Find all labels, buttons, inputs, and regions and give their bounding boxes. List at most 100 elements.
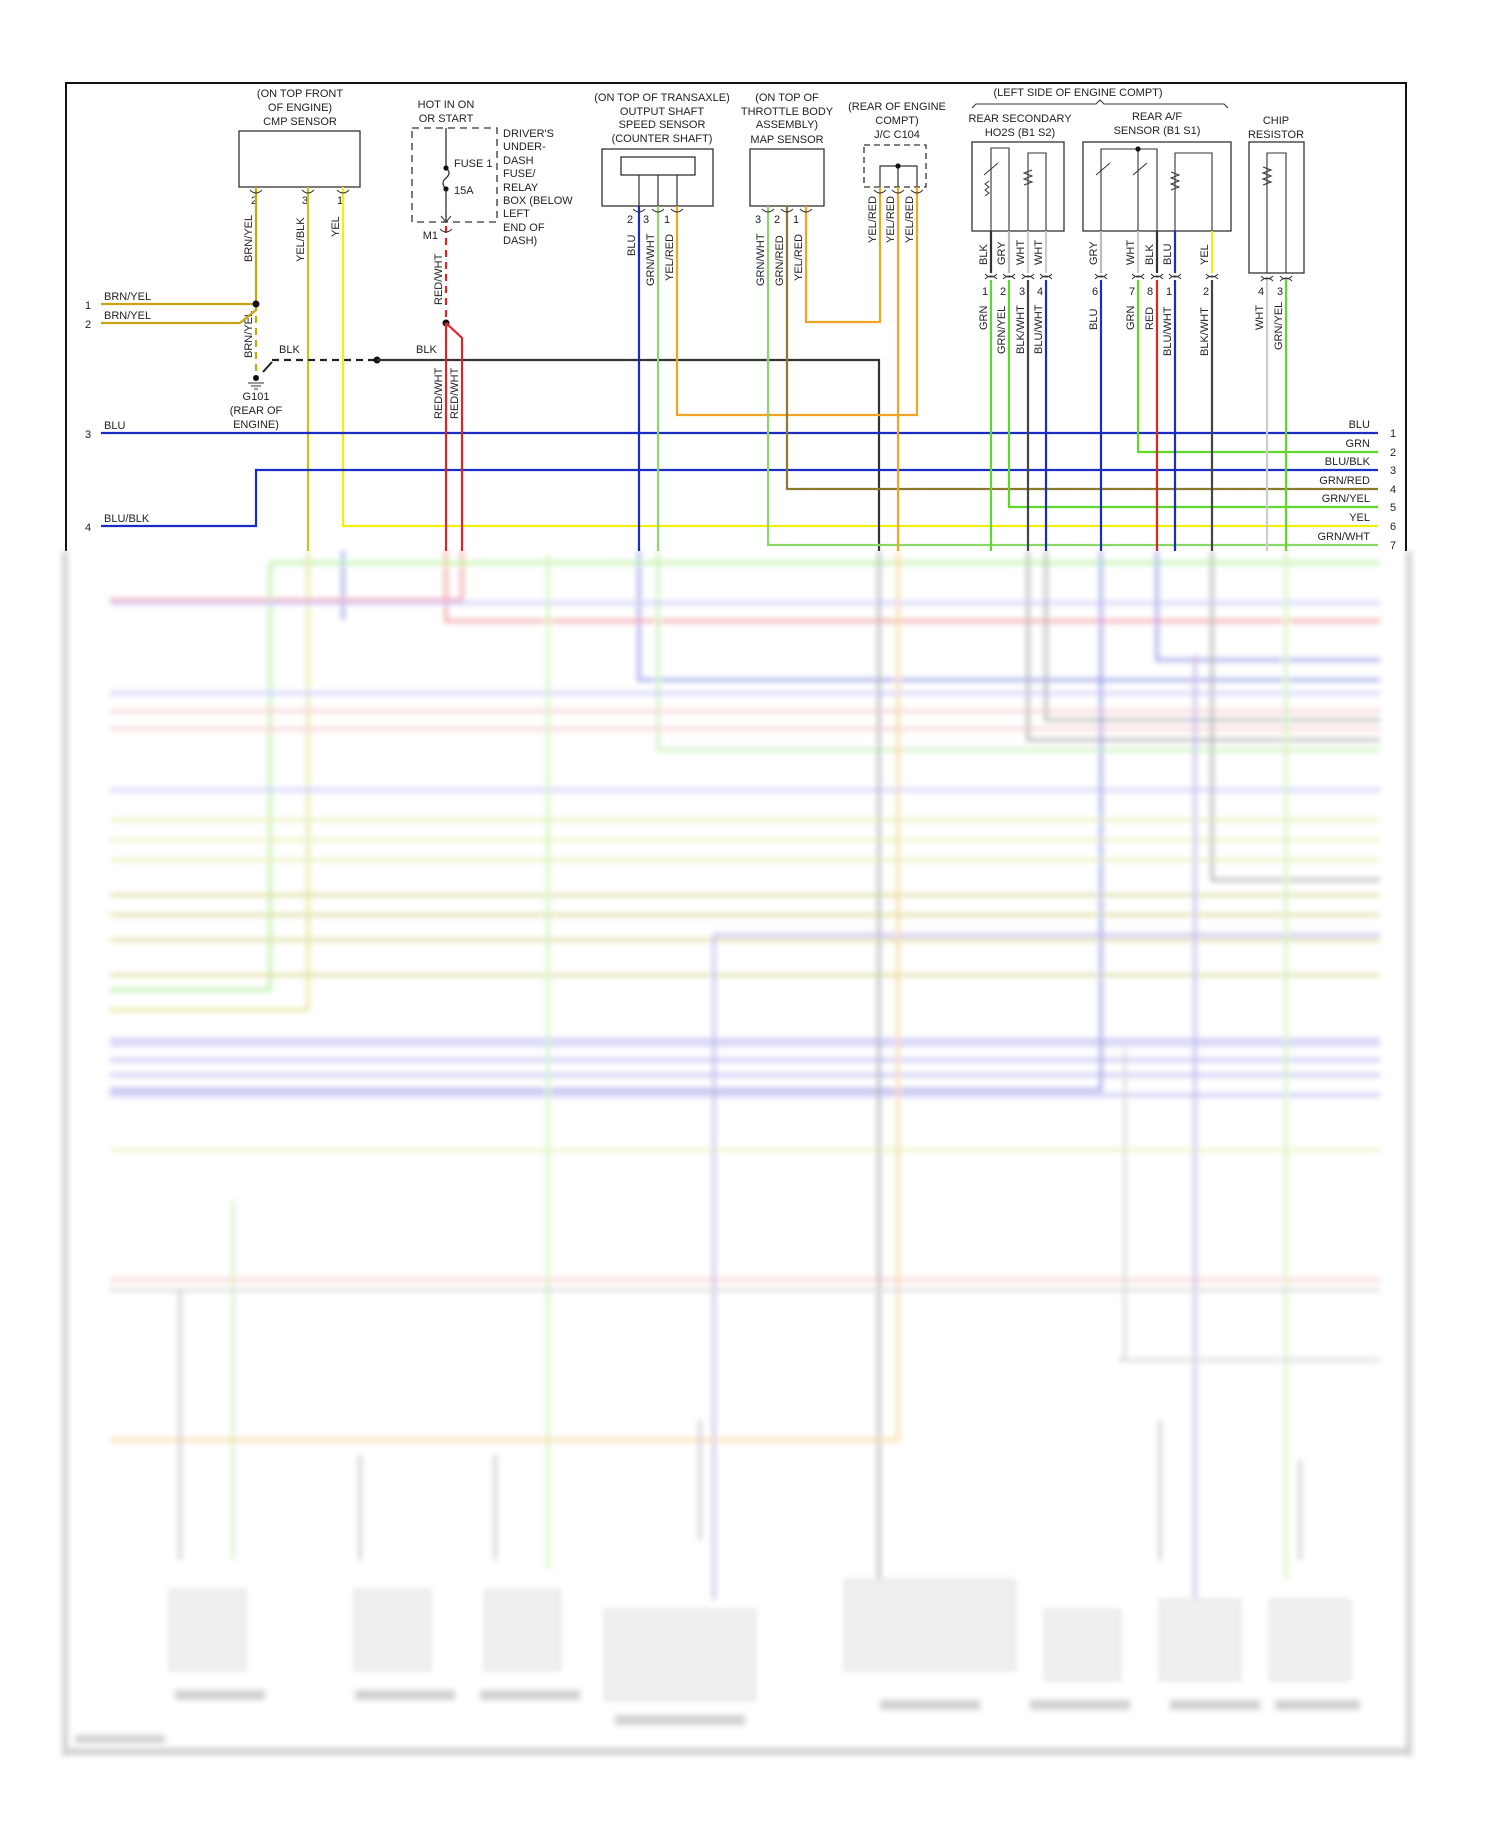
fuse-box-location: LEFT (503, 208, 530, 220)
pin-number: 2 (627, 214, 633, 226)
wire-label: GRN/WHT (645, 233, 657, 286)
fuse-rating: 15A (454, 185, 474, 197)
pin-number: 2 (1390, 447, 1396, 459)
output-shaft-speed-sensor: (ON TOP OF TRANSAXLE) OUTPUT SHAFT SPEED… (594, 92, 730, 286)
wire-label: BLU/BLK (1325, 456, 1371, 468)
wire-label: BLK (416, 344, 437, 356)
diagram-frame (65, 82, 1407, 551)
wire-label: YEL/RED (664, 234, 676, 281)
wire-label: WHT (1015, 240, 1027, 265)
wire-label: WHT (1254, 305, 1266, 330)
sensor-element-icon (983, 162, 1034, 197)
sensor-element-icon (1095, 162, 1181, 191)
ground-location: (REAR OF (230, 405, 283, 417)
pin-number: 7 (1129, 286, 1135, 298)
component-location: COMPT) (875, 115, 918, 127)
ground-name: G101 (243, 391, 270, 403)
wire-label: YEL/RED (867, 196, 879, 243)
right-connector: BLU 1 GRN 2 BLU/BLK 3 GRN/RED 4 GRN/YEL … (1317, 419, 1396, 552)
wire-label: WHT (1033, 240, 1045, 265)
wire-label: GRN (1125, 306, 1137, 331)
cmp-sensor-box (238, 130, 361, 188)
wire-label: BLU (104, 420, 125, 432)
cmp-sensor: (ON TOP FRONT OF ENGINE) CMP SENSOR 2 3 … (238, 88, 361, 262)
wire-label: BLU (1162, 244, 1174, 265)
hot-label-1: HOT IN ON (418, 99, 475, 111)
pin-number: 3 (643, 214, 649, 226)
wire-label: GRN/WHT (1317, 531, 1370, 543)
wire-label: GRN/WHT (755, 233, 767, 286)
rear-secondary-ho2s: REAR SECONDARY HO2S (B1 S2) 1 2 3 4 BLK … (968, 113, 1072, 354)
component-name: J/C C104 (874, 129, 920, 141)
pin-number: 3 (1019, 286, 1025, 298)
pin-number: 2 (1203, 286, 1209, 298)
wire-label: YEL/RED (885, 196, 897, 243)
wire-label: BLU/WHT (1162, 306, 1174, 356)
fuse-box-location: BOX (BELOW (503, 195, 573, 207)
component-name: REAR SECONDARY (968, 113, 1072, 125)
wire-label: BRN/YEL (104, 291, 151, 303)
component-name: MAP SENSOR (750, 134, 823, 146)
fuse-box: HOT IN ON OR START FUSE 1 15A DRIVER'S U… (411, 99, 573, 419)
component-name: HO2S (B1 S2) (985, 127, 1055, 139)
ground-g101: BRN/YEL G101 (REAR OF ENGINE) BLK BLK (230, 311, 438, 431)
cmp-pin: 1 (337, 195, 343, 207)
wire-label: BLU/WHT (1033, 304, 1045, 354)
pin-number: 4 (1258, 286, 1264, 298)
pin-number: 1 (85, 300, 91, 312)
fuse-label: FUSE 1 (454, 158, 493, 170)
wire-label: BRN/YEL (243, 215, 255, 262)
wire-label: GRN/YEL (1273, 302, 1285, 350)
component-location: (ON TOP OF TRANSAXLE) (594, 92, 730, 104)
pin-number: 1 (1166, 286, 1172, 298)
component-name: SENSOR (B1 S1) (1114, 125, 1201, 137)
pin-number: 4 (85, 522, 91, 534)
wire-label: BRN/YEL (243, 311, 255, 358)
wire-label: RED/WHT (433, 253, 445, 305)
fuse-box-location: RELAY (503, 182, 539, 194)
wire-label: YEL (1349, 512, 1370, 524)
fuse-icon (442, 167, 450, 190)
map-sensor: (ON TOP OF THROTTLE BODY ASSEMBLY) MAP S… (741, 92, 834, 286)
wire-label: BLU (1349, 419, 1370, 431)
wire-label: RED/WHT (449, 367, 461, 419)
wire-label: BLU/BLK (104, 513, 150, 525)
wire-label: GRN (1346, 438, 1371, 450)
wire-label: BLK/WHT (1199, 307, 1211, 356)
component-name: (COUNTER SHAFT) (612, 133, 713, 145)
cmp-location-1: (ON TOP FRONT (257, 88, 343, 100)
resistor-icon (1261, 152, 1287, 273)
wire-label: BLU (1088, 309, 1100, 330)
ground-icon (253, 375, 259, 381)
pin-number: 3 (85, 429, 91, 441)
wire-label: RED (1144, 307, 1156, 330)
fuse-box-location: DRIVER'S (503, 128, 554, 140)
wire-label: BLU (626, 235, 638, 256)
fuse-box-location: END OF (503, 222, 545, 234)
wire-label: GRN/YEL (1322, 493, 1370, 505)
pin-number: 5 (1390, 502, 1396, 514)
pin-number: 7 (1390, 540, 1396, 552)
pin-number: 1 (1390, 428, 1396, 440)
wire-label: GRN (978, 306, 990, 331)
component-name: CHIP (1263, 115, 1289, 127)
blurred-lower-diagram (62, 551, 1412, 1756)
pin-number: 2 (85, 319, 91, 331)
wire-label: GRY (1088, 241, 1100, 265)
pin-number: 3 (755, 214, 761, 226)
pin-number: 4 (1390, 484, 1396, 496)
wire-label: BLK (978, 244, 990, 265)
component-location: (ON TOP OF (755, 92, 819, 104)
wire-label: YEL/RED (793, 234, 805, 281)
connector-pin-icons (249, 189, 1293, 282)
cmp-pin: 2 (251, 195, 257, 207)
fuse-box-location: DASH) (503, 235, 537, 247)
component-name: RESISTOR (1248, 129, 1304, 141)
pin-number: 1 (664, 214, 670, 226)
junction-connector-c104: (REAR OF ENGINE COMPT) J/C C104 YEL/RED … (848, 101, 946, 243)
fuse-box-location: UNDER- (503, 141, 546, 153)
wire-label: BLK/WHT (1015, 305, 1027, 354)
component-location: (REAR OF ENGINE (848, 101, 946, 113)
wire-label: GRY (996, 241, 1008, 265)
